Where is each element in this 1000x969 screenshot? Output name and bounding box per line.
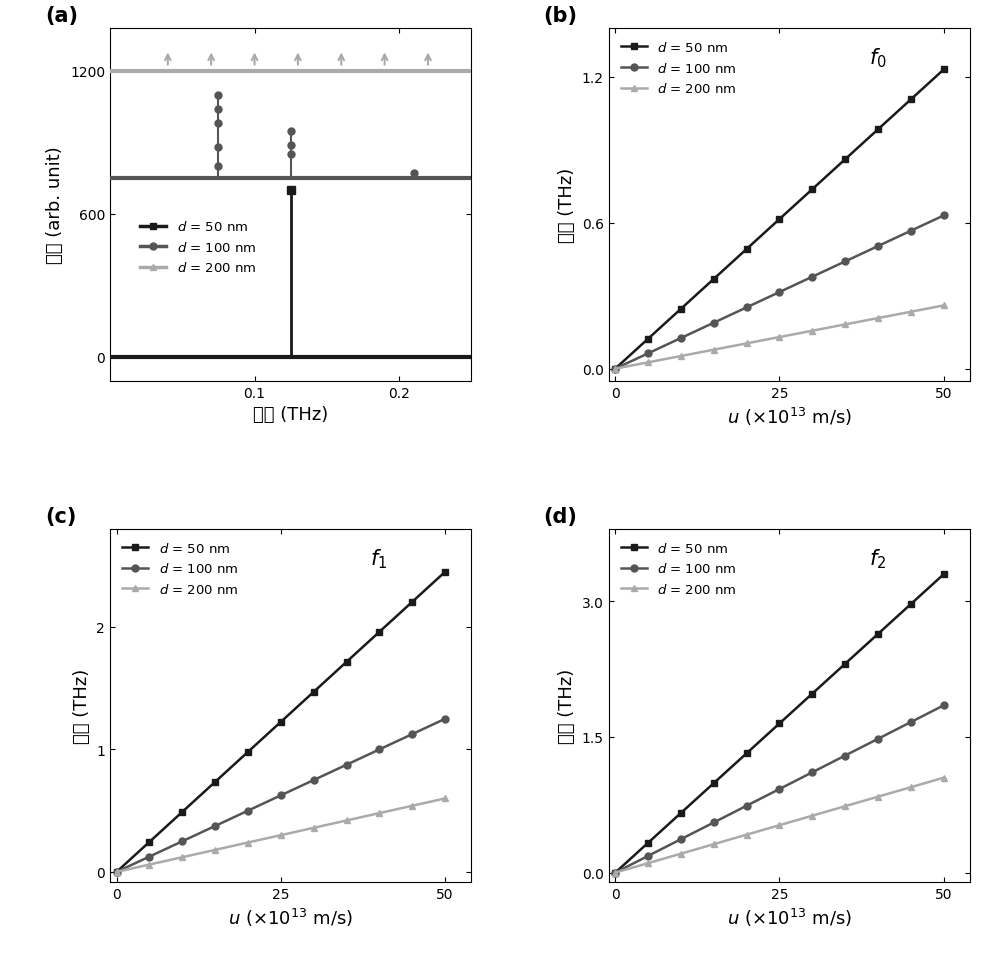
Text: (a): (a) [45, 6, 78, 26]
Y-axis label: 强度 (arb. unit): 强度 (arb. unit) [46, 146, 64, 265]
Legend: $d$ = 50 nm, $d$ = 100 nm, $d$ = 200 nm: $d$ = 50 nm, $d$ = 100 nm, $d$ = 200 nm [117, 536, 244, 602]
X-axis label: $u$ ($\times 10^{13}$ m/s): $u$ ($\times 10^{13}$ m/s) [228, 906, 353, 928]
Text: (b): (b) [544, 6, 578, 26]
Y-axis label: 频率 (THz): 频率 (THz) [73, 668, 91, 743]
Text: $f_2$: $f_2$ [869, 547, 886, 571]
X-axis label: $u$ ($\times 10^{13}$ m/s): $u$ ($\times 10^{13}$ m/s) [727, 406, 852, 428]
Text: (c): (c) [45, 507, 76, 526]
Legend: $d$ = 50 nm, $d$ = 100 nm, $d$ = 200 nm: $d$ = 50 nm, $d$ = 100 nm, $d$ = 200 nm [615, 536, 742, 602]
Y-axis label: 频率 (THz): 频率 (THz) [558, 668, 576, 743]
Legend: $d$ = 50 nm, $d$ = 100 nm, $d$ = 200 nm: $d$ = 50 nm, $d$ = 100 nm, $d$ = 200 nm [615, 36, 742, 102]
X-axis label: 频率 (THz): 频率 (THz) [253, 406, 328, 423]
Text: $f_1$: $f_1$ [370, 547, 387, 571]
X-axis label: $u$ ($\times 10^{13}$ m/s): $u$ ($\times 10^{13}$ m/s) [727, 906, 852, 928]
Y-axis label: 频率 (THz): 频率 (THz) [558, 168, 576, 243]
Text: $f_0$: $f_0$ [869, 47, 887, 70]
Legend: $d$ = 50 nm, $d$ = 100 nm, $d$ = 200 nm: $d$ = 50 nm, $d$ = 100 nm, $d$ = 200 nm [135, 215, 262, 280]
Text: (d): (d) [544, 507, 577, 526]
